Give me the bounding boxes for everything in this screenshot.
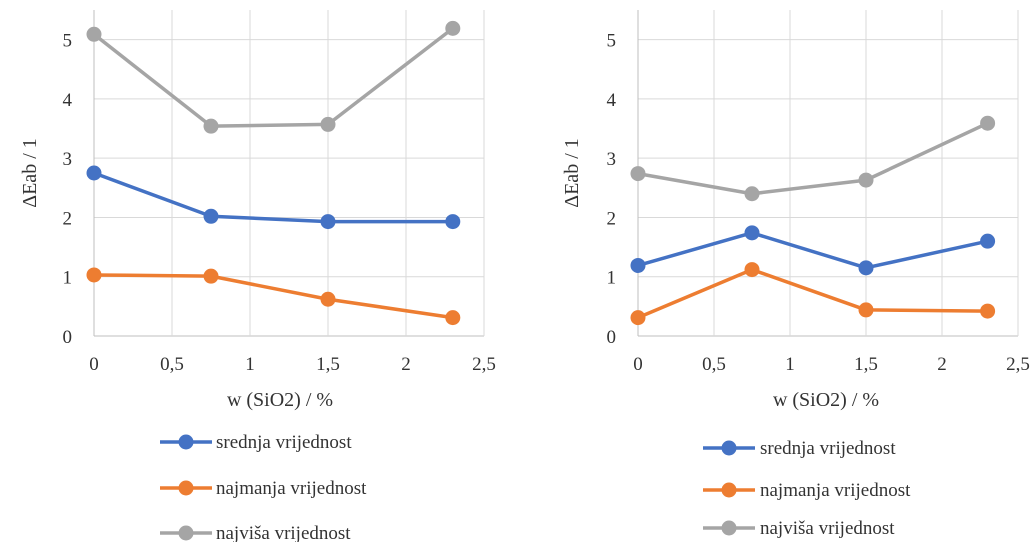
left-legend-label: najviša vrijednost xyxy=(216,523,351,542)
right-series-1 xyxy=(630,262,996,326)
left-data-point xyxy=(320,291,336,307)
left-ytick-label: 3 xyxy=(63,149,73,170)
right-data-point xyxy=(980,233,996,249)
left-legend-label: najmanja vrijednost xyxy=(216,478,367,499)
left-data-point xyxy=(203,268,219,284)
left-xtick-label: 2,5 xyxy=(472,354,496,375)
left-series-line xyxy=(92,26,454,128)
left-data-point xyxy=(86,267,102,283)
right-ytick-label: 1 xyxy=(607,268,617,289)
left-legend-item: srednja vrijednost xyxy=(160,432,352,453)
left-data-point xyxy=(203,118,219,134)
left-ytick-label: 4 xyxy=(63,90,73,111)
right-legend-marker xyxy=(721,482,737,498)
right-legend-label: srednja vrijednost xyxy=(760,438,896,459)
chart-right-svg: 0 1 2 3 4 5 0 0,5 1 1,5 2 2,5 ΔEab / 1 w (SiO2) / % sr… xyxy=(561,10,1030,539)
left-xtick-label: 0 xyxy=(89,354,99,375)
right-legend-item: najmanja vrijednost xyxy=(703,480,911,501)
left-data-point xyxy=(86,26,102,42)
right-data-point xyxy=(980,303,996,319)
left-series-0 xyxy=(86,165,461,230)
right-xtick-label: 1 xyxy=(785,354,795,375)
right-xtick-label: 0 xyxy=(633,354,643,375)
chart-left-svg: 0 1 2 3 4 5 0 0,5 1 1,5 2 2,5 ΔEab / 1 w (SiO2) / % sr… xyxy=(19,10,496,542)
right-data-point xyxy=(630,166,646,182)
right-series-line xyxy=(637,267,988,320)
right-ytick-label: 0 xyxy=(607,327,617,348)
left-data-point xyxy=(320,116,336,132)
right-legend-label: najviša vrijednost xyxy=(760,518,895,539)
left-data-point xyxy=(86,165,102,181)
right-ytick-label: 3 xyxy=(607,149,617,170)
right-series-0 xyxy=(630,225,996,276)
right-data-point xyxy=(744,225,760,241)
left-xtick-label: 2 xyxy=(401,354,411,375)
right-xlabel: w (SiO2) / % xyxy=(773,389,879,411)
left-data-point xyxy=(445,20,461,36)
right-series-line xyxy=(637,121,989,196)
left-legend-label: srednja vrijednost xyxy=(216,432,352,453)
right-xtick-label: 2,5 xyxy=(1006,354,1030,375)
left-ylabel: ΔEab / 1 xyxy=(19,138,41,208)
left-xtick-label: 0,5 xyxy=(160,354,184,375)
right-data-point xyxy=(858,172,874,188)
left-ytick-label: 1 xyxy=(63,268,73,289)
left-data-point xyxy=(445,214,461,230)
left-legend-marker xyxy=(178,525,194,541)
chart-left: 0 1 2 3 4 5 0 0,5 1 1,5 2 2,5 ΔEab / 1 w (SiO2) / % sr… xyxy=(19,10,496,542)
right-legend-marker xyxy=(721,440,737,456)
right-legend-marker xyxy=(721,520,737,536)
left-data-point xyxy=(445,310,461,326)
left-series-line xyxy=(93,273,454,320)
right-data-point xyxy=(630,257,646,273)
left-xlabel: w (SiO2) / % xyxy=(227,389,333,411)
right-xtick-label: 1,5 xyxy=(854,354,878,375)
right-data-point xyxy=(630,310,646,326)
right-data-point xyxy=(980,115,996,131)
right-xtick-label: 2 xyxy=(937,354,947,375)
left-series-2 xyxy=(86,20,461,134)
left-legend-item: najviša vrijednost xyxy=(160,523,351,542)
right-series-line xyxy=(637,231,988,270)
right-data-point xyxy=(744,186,760,202)
left-legend: srednja vrijednost najmanja vrijednost naj… xyxy=(160,432,367,542)
right-data-point xyxy=(744,262,760,278)
right-data-point xyxy=(858,260,874,276)
left-xtick-label: 1,5 xyxy=(316,354,340,375)
right-series-2 xyxy=(630,115,996,202)
left-legend-marker xyxy=(178,434,194,450)
right-data-point xyxy=(858,302,874,318)
right-ylabel: ΔEab / 1 xyxy=(561,138,583,208)
right-legend-item: najviša vrijednost xyxy=(703,518,895,539)
left-legend-marker xyxy=(178,480,194,496)
right-ytick-label: 5 xyxy=(607,31,617,52)
right-ytick-label: 4 xyxy=(607,90,617,111)
right-legend-item: srednja vrijednost xyxy=(703,438,896,459)
left-series-line xyxy=(93,171,453,224)
left-series-1 xyxy=(86,267,461,326)
left-gridlines xyxy=(93,10,485,337)
right-legend-label: najmanja vrijednost xyxy=(760,480,911,501)
right-ytick-label: 2 xyxy=(607,208,617,229)
right-legend: srednja vrijednost najmanja vrijednost naj… xyxy=(703,438,911,539)
left-data-point xyxy=(203,208,219,224)
left-data-point xyxy=(320,214,336,230)
left-ytick-label: 5 xyxy=(63,31,73,52)
left-legend-item: najmanja vrijednost xyxy=(160,478,367,499)
right-gridlines xyxy=(637,10,1019,337)
right-xtick-label: 0,5 xyxy=(702,354,726,375)
left-xtick-label: 1 xyxy=(245,354,255,375)
chart-right: 0 1 2 3 4 5 0 0,5 1 1,5 2 2,5 ΔEab / 1 w (SiO2) / % sr… xyxy=(520,0,1035,542)
left-ytick-label: 0 xyxy=(63,327,73,348)
left-ytick-label: 2 xyxy=(63,208,73,229)
